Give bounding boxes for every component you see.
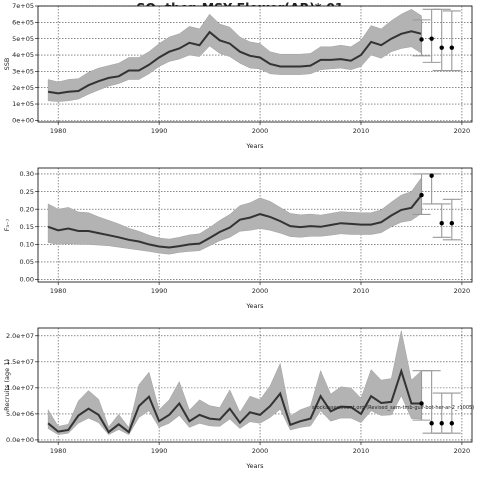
chart-panel-1: 0e+00 1e+05 2e+05 3e+05 4e+05 5e+05 6e+05 7e+05…	[3, 2, 473, 150]
forecast-point-2017	[422, 173, 441, 205]
y-tick-label: 3e+05	[12, 68, 34, 76]
y-tick-label: 0.25	[20, 188, 34, 196]
forecast-point-2018	[432, 203, 451, 238]
plot-frame	[37, 167, 473, 283]
forecast-median	[429, 36, 434, 41]
plot-frame	[37, 5, 473, 123]
forecast-median	[449, 421, 455, 426]
x-tick-label: 2000	[252, 447, 269, 455]
x-tick-label: 1990	[151, 447, 168, 455]
forecast-point-2019	[442, 392, 461, 434]
x-tick-label: 1990	[151, 287, 168, 295]
forecast-median	[419, 192, 424, 198]
forecast-median	[419, 401, 424, 406]
x-tick-label: 1980	[50, 287, 67, 295]
forecast-point-2019	[442, 10, 461, 72]
y-tick-label: 1e+05	[12, 100, 34, 108]
y-tick-label: 4e+05	[12, 51, 34, 59]
y-axis-label: SSB	[3, 58, 11, 71]
forecast-median	[449, 45, 455, 50]
x-tick-label: 1990	[151, 127, 168, 135]
forecast-point-2019	[442, 198, 461, 241]
y-axis-label: F₃₋₇	[3, 218, 11, 231]
estimate-line	[47, 194, 423, 249]
y-tick-label: 6e+05	[12, 19, 34, 27]
y-axis-label: Recruits (age 1)	[3, 359, 11, 411]
y-tick-label: 5.0e+06	[6, 410, 34, 418]
forecast-median	[439, 221, 444, 226]
x-tick-label: 1980	[50, 447, 67, 455]
forecast-median	[429, 173, 434, 178]
x-tick-label: 2010	[353, 287, 370, 295]
forecast-median	[449, 221, 455, 226]
y-tick-label: 0.20	[20, 205, 34, 213]
chart-panel-2: 0.00 0.05 0.10 0.15 0.20 0.25 0.30 1980 1990 2000…	[3, 167, 473, 310]
x-tick-label: 2010	[353, 447, 370, 455]
y-tick-label: 0.15	[20, 223, 34, 231]
forecast-point-2016	[412, 370, 431, 421]
forecast-point-2016	[412, 19, 431, 57]
forecast-median	[419, 37, 424, 42]
x-tick-label: 2010	[353, 127, 370, 135]
x-tick-label: 2020	[454, 447, 471, 455]
forecast-median	[439, 45, 444, 50]
estimate-line	[47, 30, 422, 95]
y-tick-label: 2.0e+07	[6, 332, 34, 340]
x-axis-label: Years	[245, 302, 264, 310]
x-tick-label: 2000	[252, 127, 269, 135]
forecast-median	[439, 421, 444, 426]
y-tick-label: 0.0e+00	[6, 436, 34, 444]
y-tick-label: 0.05	[20, 258, 34, 266]
forecast-point-2016	[412, 173, 431, 215]
x-tick-label: 1980	[50, 127, 67, 135]
chart-panels: 0e+00 1e+05 2e+05 3e+05 4e+05 5e+05 6e+05 7e+05…	[3, 2, 474, 470]
y-tick-label: 0.30	[20, 170, 34, 178]
y-tick-label: 5e+05	[12, 35, 34, 43]
y-tick-label: 1.0e+07	[6, 384, 34, 392]
y-tick-label: 0.10	[20, 241, 34, 249]
estimate-line	[47, 367, 422, 434]
x-tick-label: 2020	[454, 287, 471, 295]
chart-panel-3: 0.0e+00 5.0e+06 1.0e+07 1.5e+07 2.0e+07 1980 1…	[3, 327, 473, 470]
y-tick-label: 1.5e+07	[6, 358, 34, 366]
x-axis-label: Years	[245, 462, 264, 470]
y-tick-label: 0e+00	[12, 117, 34, 125]
x-axis-label: Years	[245, 142, 264, 150]
x-tick-label: 2020	[454, 127, 471, 135]
x-tick-label: 2000	[252, 287, 269, 295]
forecast-median	[429, 421, 434, 426]
y-tick-label: 7e+05	[12, 2, 34, 10]
watermark-note: stockassessment.org (Revised_sam-tmb-gul…	[312, 405, 474, 411]
plot-frame	[37, 327, 473, 443]
y-tick-label: 0.00	[20, 276, 34, 284]
y-tick-label: 2e+05	[12, 84, 34, 92]
